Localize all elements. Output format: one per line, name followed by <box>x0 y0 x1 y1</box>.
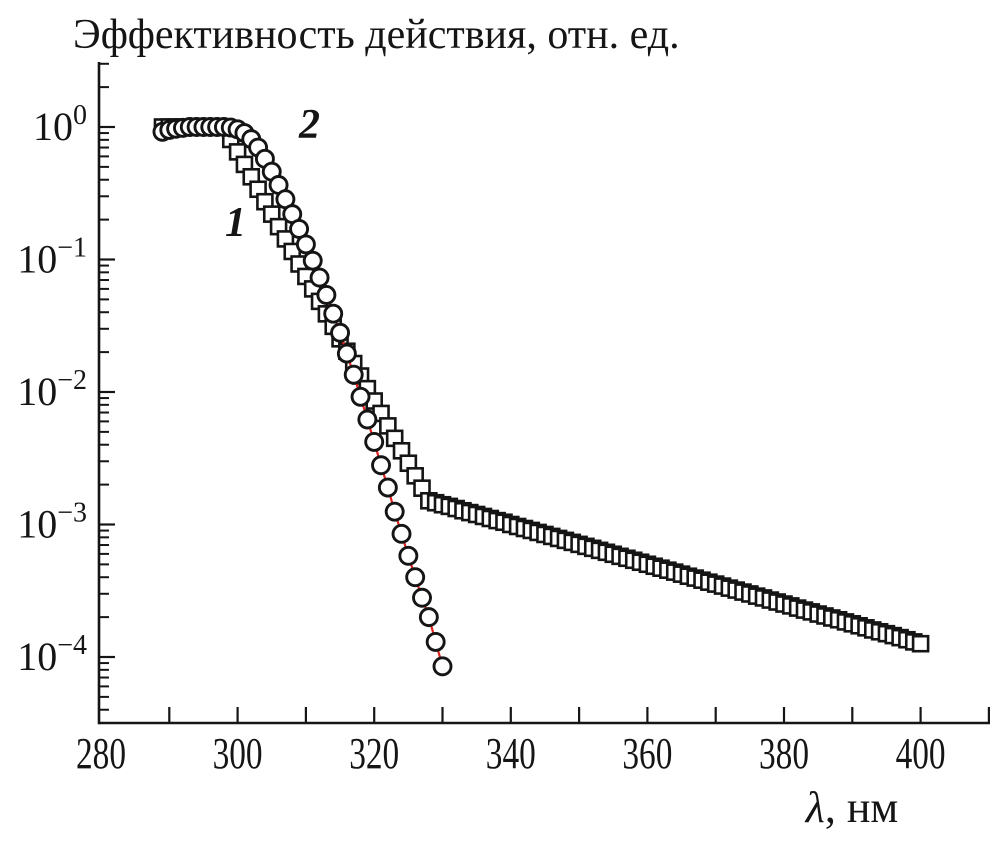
x-tick-label: 300 <box>213 729 263 778</box>
square-marker-curve-1 <box>911 634 930 653</box>
circle-marker-curve-2 <box>316 285 337 305</box>
x-tick-label: 380 <box>759 729 809 778</box>
x-tick-label: 360 <box>622 729 672 778</box>
circle-marker-curve-2 <box>357 409 378 430</box>
y-tick-label: 10−3 <box>17 498 87 547</box>
x-axis-label-lambda: λ <box>804 783 825 832</box>
x-tick-label: 340 <box>486 729 536 778</box>
curve-2-line <box>162 125 444 667</box>
x-axis-label-units: , нм <box>825 783 898 832</box>
circle-marker-curve-2 <box>398 545 419 566</box>
chart-title: Эффективность действия, отн. ед. <box>73 12 680 58</box>
x-tick-label: 280 <box>76 729 126 778</box>
circle-marker-curve-2 <box>350 386 371 407</box>
circle-marker-curve-2 <box>371 455 391 476</box>
circle-marker-curve-2 <box>309 267 330 288</box>
circle-marker-curve-2 <box>412 587 432 608</box>
circle-marker-curve-2 <box>343 364 364 385</box>
circle-marker-curve-2 <box>432 656 453 677</box>
x-axis-label: λ, нм <box>804 783 898 832</box>
circle-marker-curve-2 <box>405 567 426 588</box>
x-tick-label: 320 <box>349 729 399 778</box>
circle-marker-curve-2 <box>323 303 344 324</box>
x-tick-label: 400 <box>896 729 946 778</box>
curve-label-1: 1 <box>225 200 246 246</box>
circle-marker-curve-2 <box>377 477 398 498</box>
y-tick-label: 10−2 <box>17 365 87 414</box>
y-tick-label: 10−1 <box>17 233 87 282</box>
circle-marker-curve-2 <box>364 431 385 452</box>
circle-marker-curve-2 <box>418 607 439 628</box>
circle-marker-curve-2 <box>391 523 412 544</box>
circle-marker-curve-2 <box>336 343 357 364</box>
circle-marker-curve-2 <box>302 250 323 271</box>
curve-label-2: 2 <box>298 102 320 148</box>
circle-marker-curve-2 <box>425 631 446 652</box>
circle-marker-curve-2 <box>295 234 316 255</box>
circle-marker-curve-2 <box>330 322 350 343</box>
y-tick-label: 100 <box>33 100 87 149</box>
y-tick-label: 10−4 <box>17 630 87 679</box>
circle-marker-curve-2 <box>384 501 405 522</box>
plot-area: 280 300 320 340 360 380 400 100 10−1 10−2 10−3 10−4 <box>17 62 991 778</box>
